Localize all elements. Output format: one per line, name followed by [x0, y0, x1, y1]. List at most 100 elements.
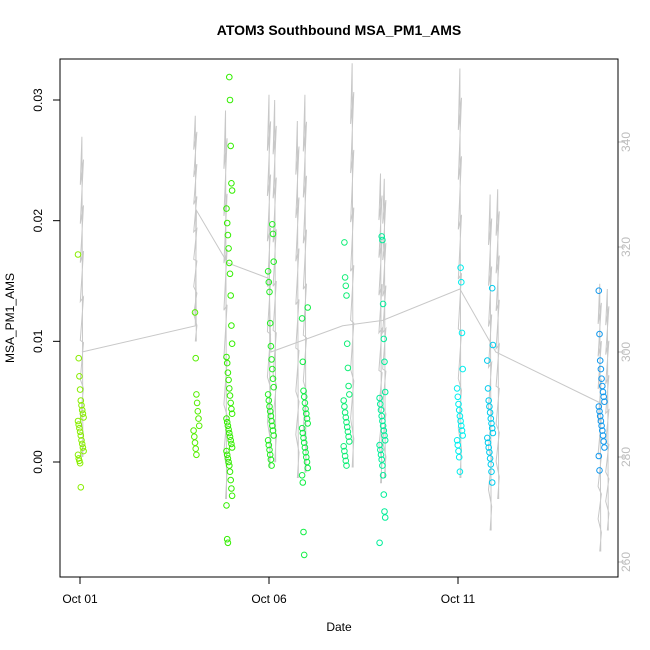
x-tick-label: Oct 11	[441, 592, 476, 606]
altitude-spike	[272, 99, 277, 463]
data-point	[80, 414, 87, 421]
data-point	[223, 502, 230, 509]
data-point	[195, 422, 203, 430]
data-point	[486, 409, 494, 416]
data-point	[78, 406, 86, 414]
data-point	[457, 264, 464, 272]
data-point	[226, 462, 233, 469]
data-point	[223, 451, 231, 459]
data-point	[226, 429, 233, 437]
data-point	[227, 437, 234, 444]
data-point	[270, 258, 278, 266]
data-point	[265, 441, 273, 449]
data-point	[225, 376, 232, 384]
y-tick-label: 0.03	[31, 88, 45, 112]
data-point	[344, 428, 352, 436]
data-point	[484, 434, 491, 442]
data-point	[376, 539, 383, 547]
data-point	[488, 284, 496, 292]
data-point	[488, 424, 496, 432]
data-point	[228, 444, 236, 451]
data-point	[269, 221, 276, 228]
data-point	[341, 452, 349, 460]
data-point	[455, 447, 462, 455]
data-point	[193, 451, 200, 459]
data-point	[266, 446, 273, 454]
data-point	[458, 278, 465, 286]
data-point	[342, 282, 350, 290]
data-point	[268, 356, 275, 363]
data-point	[377, 446, 384, 454]
altitude-track-layer	[79, 63, 610, 552]
altitude-spike	[266, 94, 272, 468]
altitude-spike	[457, 68, 463, 479]
data-point	[228, 405, 235, 413]
data-point	[270, 383, 278, 391]
plot-frame	[59, 58, 619, 578]
data-point	[194, 408, 202, 415]
data-point	[224, 455, 232, 462]
data-point	[78, 402, 85, 409]
data-point	[601, 444, 608, 451]
altitude-spike	[350, 63, 355, 468]
data-point	[266, 408, 274, 415]
data-point	[266, 288, 273, 296]
data-point	[268, 417, 275, 425]
data-point	[266, 403, 273, 410]
data-point	[601, 398, 608, 406]
altitude-spike	[378, 173, 383, 484]
data-point	[298, 472, 306, 479]
data-point	[228, 340, 236, 348]
data-point	[341, 447, 348, 455]
data-point	[226, 96, 234, 104]
data-point	[598, 422, 605, 430]
data-point	[484, 385, 492, 392]
data-point	[300, 528, 307, 536]
y2-tick-label: 300	[619, 342, 633, 362]
data-point	[343, 462, 350, 469]
x-axis-label: Date	[326, 620, 352, 634]
data-point	[595, 452, 603, 460]
data-point	[343, 340, 351, 348]
data-point	[264, 437, 272, 444]
altitude-track-line	[81, 208, 604, 405]
y2-tick-label: 340	[619, 132, 633, 152]
data-point	[228, 492, 236, 500]
data-point	[344, 364, 352, 372]
data-point	[378, 233, 386, 240]
data-point	[79, 444, 87, 451]
data-point	[596, 357, 604, 364]
data-point	[488, 420, 495, 427]
data-point	[224, 231, 232, 239]
x-axis: Oct 01 Oct 06 Oct 11	[62, 576, 476, 606]
data-point	[595, 403, 603, 410]
data-point	[228, 410, 236, 418]
data-point	[376, 441, 383, 449]
data-point	[266, 451, 274, 459]
data-point	[596, 408, 603, 415]
data-point	[381, 432, 388, 439]
data-point	[76, 459, 84, 467]
data-point	[303, 453, 310, 461]
data-point	[74, 451, 82, 459]
data-point	[488, 479, 496, 486]
data-point	[299, 429, 307, 437]
data-point	[459, 365, 467, 373]
data-point	[485, 444, 493, 451]
data-point	[225, 245, 232, 252]
data-point	[77, 432, 85, 439]
data-point	[226, 433, 234, 441]
data-point	[225, 426, 232, 433]
data-point	[345, 433, 352, 441]
data-point	[597, 417, 605, 425]
data-point	[343, 418, 350, 426]
altitude-spike	[302, 94, 308, 473]
data-point	[75, 354, 82, 362]
data-point	[224, 369, 232, 377]
x-tick-label: Oct 01	[62, 592, 98, 606]
chart-title: ATOM3 Southbound MSA_PM1_AMS	[217, 22, 461, 38]
data-point	[225, 458, 232, 466]
data-point	[270, 432, 278, 439]
data-point	[227, 292, 234, 299]
data-point	[267, 342, 275, 350]
